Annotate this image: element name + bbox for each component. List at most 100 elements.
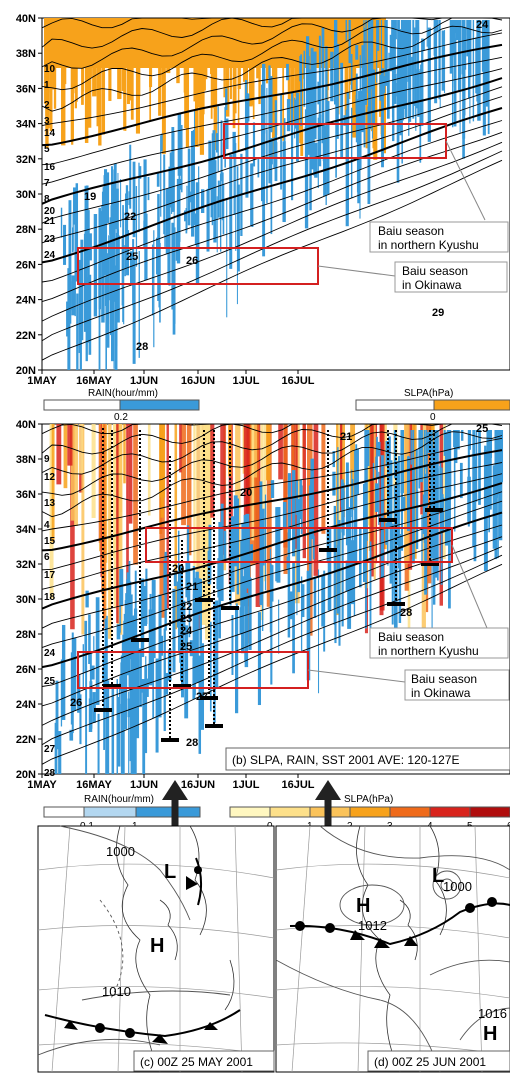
rain-streak <box>195 571 199 684</box>
rain-streak <box>183 210 187 222</box>
slpa-streak <box>186 424 192 556</box>
rain-streak <box>351 479 354 556</box>
rain-streak <box>378 471 380 525</box>
rain-streak <box>200 643 205 730</box>
contour-label: 28 <box>400 607 412 619</box>
slpa-streak <box>339 424 343 512</box>
rain-streak <box>186 525 190 603</box>
rain-streak <box>295 99 298 129</box>
y-tick-label: 26N <box>16 259 36 271</box>
rain-streak <box>76 293 79 370</box>
rain-streak <box>391 523 394 625</box>
contour-label: 13 <box>44 498 56 509</box>
rain-streak <box>431 509 433 632</box>
rain-streak <box>171 166 175 212</box>
contour-line <box>41 86 503 224</box>
rain-streak <box>201 189 205 214</box>
slpa-streak <box>266 424 272 607</box>
rain-streak <box>112 181 115 253</box>
contour-label: 19 <box>84 191 96 203</box>
contour-line <box>41 17 502 49</box>
rain-streak <box>481 20 485 72</box>
svg-text:H: H <box>356 895 370 917</box>
rain-streak <box>84 620 88 674</box>
rain-streak <box>286 99 291 132</box>
rain-streak <box>193 110 195 226</box>
svg-text:(c) 00Z 25 MAY 2001: (c) 00Z 25 MAY 2001 <box>140 1055 253 1069</box>
rain-streak <box>369 541 372 651</box>
rain-streak <box>304 109 309 229</box>
rain-streak <box>349 498 352 511</box>
rain-streak <box>434 20 438 104</box>
rain-streak <box>400 430 404 494</box>
slpa-streak <box>287 18 291 130</box>
contour-line <box>41 107 503 264</box>
slpa-streak <box>128 424 133 524</box>
rain-streak <box>313 135 315 176</box>
slpa-streak <box>296 18 300 121</box>
slpa-streak <box>403 424 410 564</box>
rain-streak <box>362 483 366 583</box>
rain-streak <box>334 20 338 105</box>
rain-streak <box>466 20 469 57</box>
rain-streak <box>406 20 410 56</box>
rain-streak <box>117 697 120 718</box>
rain-streak <box>138 162 140 233</box>
slpa-streak <box>126 424 129 624</box>
slpa-streak <box>366 18 369 130</box>
slpa-streak <box>210 424 215 518</box>
contour-line <box>41 159 503 361</box>
contour-line <box>41 563 503 765</box>
slpa-streak <box>147 424 151 516</box>
rain-streak <box>89 233 92 261</box>
rain-streak <box>85 185 89 271</box>
rain-streak <box>152 629 155 719</box>
panel-b: Baiu season in northern Kyushu Baiu seas… <box>16 419 510 832</box>
rain-streak <box>231 615 234 675</box>
rain-streak <box>343 115 346 126</box>
rain-streak <box>148 609 153 686</box>
contour-label: 28 <box>186 737 198 749</box>
rain-streak <box>270 154 273 235</box>
contour-line <box>41 482 503 610</box>
rain-streak <box>336 545 340 614</box>
svg-text:0: 0 <box>430 412 436 423</box>
rain-streak <box>269 138 273 165</box>
rain-streak <box>361 45 365 133</box>
rain-streak <box>73 187 76 225</box>
rain-streak <box>176 581 179 628</box>
rain-streak <box>396 461 399 544</box>
rain-streak <box>221 172 224 221</box>
rain-streak <box>113 163 117 230</box>
rain-streak <box>116 624 121 640</box>
rain-streak <box>372 462 375 481</box>
rain-streak <box>190 191 194 203</box>
rain-streak <box>375 483 379 512</box>
rain-streak <box>226 197 228 318</box>
rain-streak <box>153 230 155 348</box>
slpa-streak <box>383 424 387 512</box>
rain-streak <box>403 20 407 109</box>
rain-streak <box>292 470 296 557</box>
svg-text:in Okinawa: in Okinawa <box>411 686 471 700</box>
rain-streak <box>233 495 238 567</box>
rain-streak <box>455 20 459 41</box>
contour-label: 4 <box>44 520 50 531</box>
rain-streak <box>326 528 330 562</box>
rain-streak <box>78 259 81 354</box>
rain-streak <box>408 20 410 136</box>
rain-streak <box>313 51 317 140</box>
rain-streak <box>441 30 445 91</box>
rain-streak <box>424 489 428 595</box>
slpa-streak <box>206 424 212 561</box>
rain-streak <box>92 692 96 723</box>
rain-streak <box>198 655 202 754</box>
rain-streak <box>472 453 476 547</box>
rain-streak <box>388 52 390 95</box>
rain-streak <box>220 503 224 601</box>
rain-streak <box>306 55 310 155</box>
rain-streak <box>89 681 93 729</box>
y-tick-label: 34N <box>16 524 36 536</box>
rain-streak <box>335 81 337 178</box>
contour-line <box>41 77 503 205</box>
